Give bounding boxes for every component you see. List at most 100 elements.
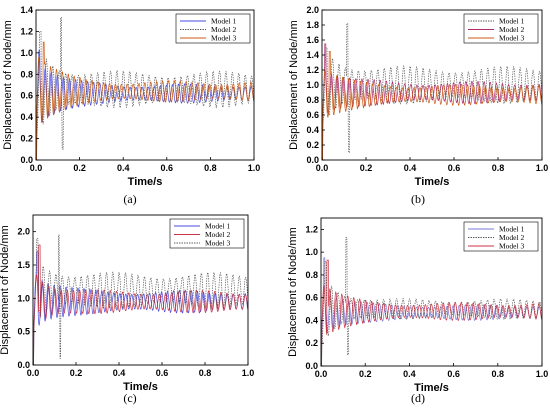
legend-entry-label: Model 3 [205, 239, 230, 248]
legend-entry-label: Model 3 [211, 34, 236, 43]
y-tick-label: 0.0 [306, 155, 319, 165]
y-tick-label: 0.4 [306, 125, 319, 135]
x-tick-label: 0.4 [403, 369, 416, 379]
x-tick-label: 0.4 [113, 368, 126, 378]
y-tick-label: 0.8 [305, 270, 318, 280]
plot-area [322, 23, 542, 160]
legend-entry-label: Model 1 [205, 222, 230, 231]
y-tick-label: 1.2 [20, 26, 33, 36]
series-line [321, 237, 542, 366]
y-tick-label: 0.2 [306, 140, 319, 150]
y-tick-label: 0.2 [305, 338, 318, 348]
y-tick-label: 1.6 [306, 35, 319, 45]
y-tick-label: 1.2 [306, 65, 319, 75]
x-tick-label: 0.6 [156, 368, 169, 378]
legend-entry-label: Model 3 [499, 242, 524, 251]
y-tick-label: 1.4 [20, 5, 33, 15]
series-line [322, 50, 542, 160]
y-tick-label: 1.0 [17, 293, 30, 303]
y-tick-label: 1.0 [20, 48, 33, 58]
y-tick-label: 0.0 [20, 155, 33, 165]
series-line [33, 244, 248, 365]
panel-caption: (a) [123, 192, 136, 206]
y-tick-label: 1.4 [306, 50, 319, 60]
panel-caption: (b) [411, 192, 425, 206]
x-tick-label: 0.8 [204, 163, 217, 173]
plot-frame [35, 9, 255, 161]
legend-box [169, 218, 245, 249]
series-line [36, 50, 254, 160]
y-tick-label: 0.6 [306, 110, 319, 120]
y-tick-label: 0.6 [20, 91, 33, 101]
series-line [322, 23, 542, 160]
plot-area [33, 234, 248, 365]
x-tick-label: 0.6 [161, 163, 174, 173]
x-tick-label: 0.6 [448, 163, 461, 173]
plot-area [321, 237, 542, 366]
x-tick-label: 0.8 [199, 368, 212, 378]
x-tick-label: 0.2 [70, 368, 83, 378]
legend-entry-label: Model 1 [499, 225, 524, 234]
y-tick-label: 0.4 [305, 315, 318, 325]
x-axis-label: Time/s [128, 176, 163, 188]
legend-entry-label: Model 1 [499, 17, 524, 26]
x-tick-label: 0.0 [27, 368, 40, 378]
y-tick-label: 0.2 [20, 134, 33, 144]
y-tick-label: 0.4 [20, 112, 33, 122]
plot-frame [320, 217, 543, 367]
series-line [321, 259, 542, 366]
plot-frame [32, 214, 249, 366]
y-tick-label: 2.0 [306, 5, 319, 15]
x-axis-label: Time/s [123, 381, 158, 393]
y-tick-label: 0.8 [20, 69, 33, 79]
x-tick-label: 0.6 [447, 369, 460, 379]
legend-entry-label: Model 1 [211, 17, 236, 26]
x-tick-label: 1.0 [248, 163, 261, 173]
chart-panel: 0.0 0.2 0.4 0.6 0.8 1.0 0.0 0.2 0.4 0.6 0.8 1.0 1.2 1… [2, 5, 260, 206]
panel-caption: (c) [123, 391, 136, 405]
series-line [36, 17, 254, 160]
x-tick-label: 0.2 [73, 163, 86, 173]
series-line [33, 234, 248, 365]
series-line [322, 43, 542, 160]
x-tick-label: 0.0 [315, 369, 328, 379]
plot-area [36, 17, 254, 160]
chart-panel: 0.0 0.2 0.4 0.6 0.8 1.0 0.0 0.2 0.4 0.6 0.8 1.0 1.2 T… [287, 217, 549, 405]
y-tick-label: 0.0 [17, 360, 30, 370]
x-tick-label: 1.0 [242, 368, 255, 378]
x-tick-label: 0.2 [359, 369, 372, 379]
y-tick-label: 0.5 [17, 327, 30, 337]
legend-entry-label: Model 2 [211, 25, 236, 34]
legend-entry-label: Model 2 [499, 25, 524, 34]
x-axis-label: Time/s [415, 176, 450, 188]
x-tick-label: 0.8 [492, 369, 505, 379]
y-axis-label: Displacement of Node/mm [2, 20, 14, 150]
x-axis-label: Time/s [414, 382, 449, 394]
legend-entry-label: Model 2 [499, 233, 524, 242]
x-tick-label: 0.8 [492, 163, 505, 173]
x-tick-label: 0.0 [316, 163, 329, 173]
y-axis-label: Displacement of Node/mm [287, 227, 299, 357]
legend-entry-label: Model 2 [205, 230, 230, 239]
panel-caption: (d) [411, 391, 425, 405]
y-tick-label: 1.0 [306, 80, 319, 90]
legend-entry-label: Model 3 [499, 34, 524, 43]
series-line [36, 41, 254, 160]
chart-panel: 0.0 0.2 0.4 0.6 0.8 1.0 0.0 0.2 0.4 0.6 0.8 1.0 1.2 1… [288, 5, 548, 206]
y-tick-label: 1.5 [17, 260, 30, 270]
y-tick-label: 0.6 [305, 293, 318, 303]
x-tick-label: 0.4 [404, 163, 417, 173]
y-tick-label: 0.0 [305, 361, 318, 371]
y-axis-label: Displacement of Node/mm [0, 225, 11, 355]
x-tick-label: 1.0 [536, 369, 549, 379]
y-tick-label: 1.2 [305, 224, 318, 234]
y-tick-label: 2.0 [17, 227, 30, 237]
y-axis-label: Displacement of Node/mm [288, 20, 300, 150]
chart-panel: 0.0 0.2 0.4 0.6 0.8 1.0 0.0 0.5 1.0 1.5 2.0 Time/s D… [0, 214, 255, 405]
x-tick-label: 0.2 [360, 163, 373, 173]
